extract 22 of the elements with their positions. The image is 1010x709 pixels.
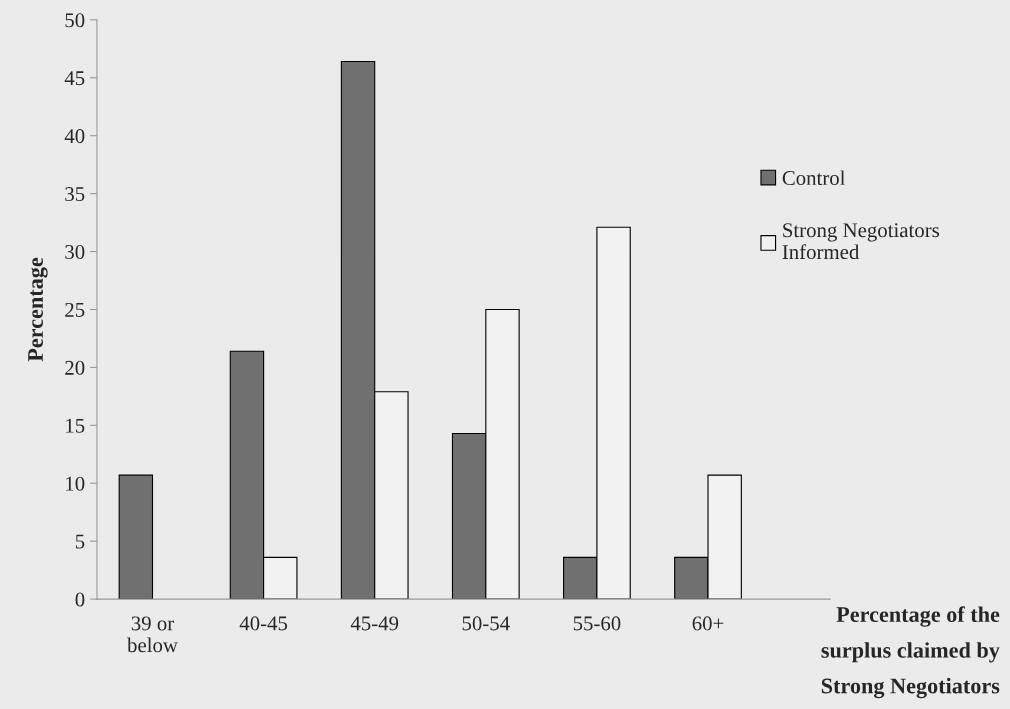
- x-tick-label: 40-45: [239, 616, 288, 631]
- x-axis-title: Percentage of the surplus claimed by Strong Negotiators: [821, 606, 1000, 699]
- y-tick-label: 30: [65, 244, 85, 259]
- y-tick-label: 40: [64, 129, 85, 144]
- bar: [118, 474, 154, 600]
- x-tick-label: 39 or below: [127, 616, 178, 653]
- x-tick-label: 50-54: [462, 616, 510, 631]
- y-tick-label: 5: [75, 534, 85, 549]
- y-axis-title: Percentage: [28, 257, 48, 362]
- y-tick-label: 35: [65, 187, 85, 202]
- y-tick-label: 45: [64, 71, 85, 86]
- x-tick-label: 45-49: [350, 616, 399, 631]
- y-tick-label: 20: [65, 360, 85, 375]
- x-tick-label: 60+: [692, 616, 724, 631]
- legend-label: Strong Negotiators Informed: [782, 223, 940, 260]
- y-tick-label: 10: [66, 476, 85, 491]
- y-tick-label: 25: [65, 302, 85, 317]
- legend-label: Control: [782, 170, 846, 186]
- x-tick-label: 55-60: [573, 616, 621, 631]
- y-tick-label: 15: [66, 418, 85, 433]
- y-tick-label: 50: [65, 13, 85, 28]
- y-tick-label: 0: [75, 592, 85, 607]
